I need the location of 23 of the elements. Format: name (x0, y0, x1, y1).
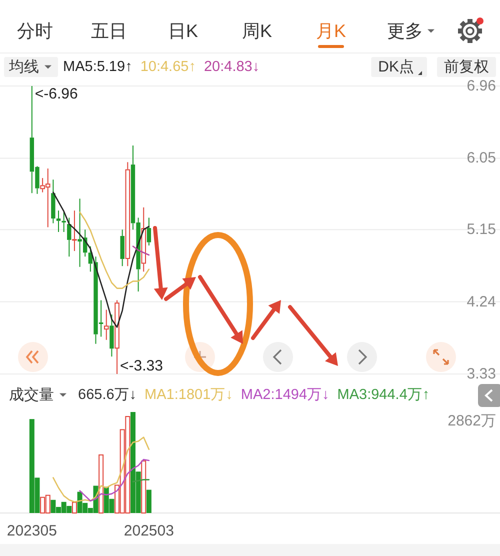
text: 更多 (387, 21, 423, 41)
legend: 均线 MA5:5.19↑ 10:4.65↑ 20:4.83↓ (4, 57, 260, 77)
annotation: 2862万 (448, 412, 496, 430)
legend-title: 成交量 (9, 386, 54, 404)
series-label: 665.6万↓ (78, 387, 137, 403)
legend: 成交量 665.6万↓ MA1:1801万↓ MA2:1494万↓ MA3:944.4万↑ (9, 386, 430, 404)
text: 周K (242, 21, 272, 41)
y-tick-label: 3.33 (466, 366, 496, 382)
annotation: <-6.96 (34, 86, 78, 102)
text: 分时 (17, 21, 53, 41)
y-tick-label: 6.96 (466, 78, 496, 94)
control: DK点 (371, 57, 427, 77)
legend-title: 均线 (8, 58, 39, 76)
text: 五日 (91, 21, 127, 41)
x-tick-label: 202503 (124, 522, 174, 540)
y-tick-label: 5.15 (466, 221, 496, 238)
text: 日K (168, 21, 198, 41)
x-tick-label: 202305 (6, 522, 57, 540)
annotation: <-3.33 (120, 358, 163, 374)
y-tick-label: 6.05 (466, 150, 496, 167)
y-tick-label: 4.24 (466, 293, 496, 310)
control: 前复权 (437, 57, 496, 77)
text: 月K (316, 21, 346, 41)
